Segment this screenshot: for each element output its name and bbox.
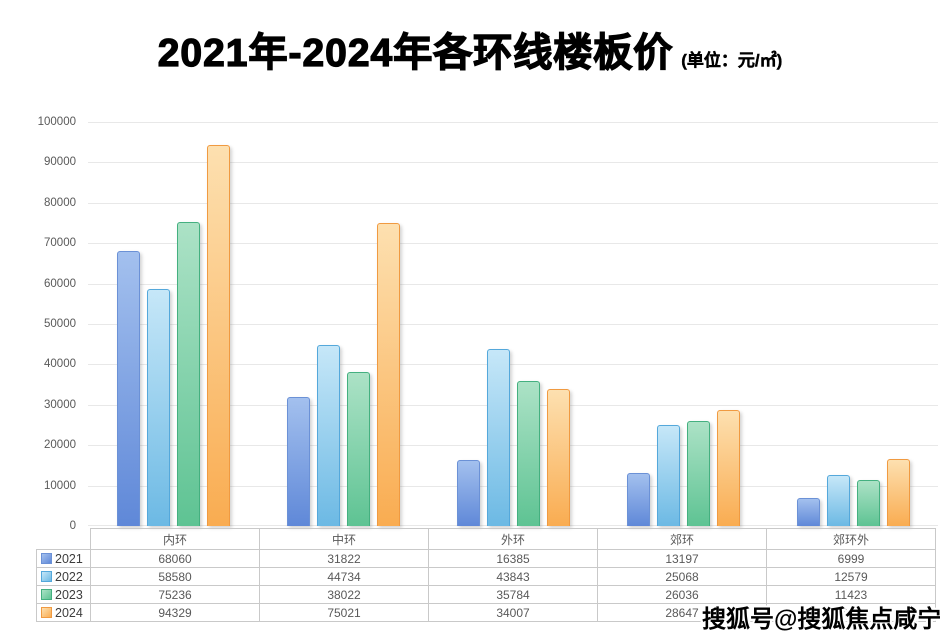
table-value-cell: 75021 bbox=[259, 603, 429, 622]
y-axis-tick-label: 100000 bbox=[37, 116, 76, 128]
table-value-cell: 94329 bbox=[90, 603, 260, 622]
legend-swatch-2021 bbox=[41, 552, 52, 564]
bar-2021-category-4 bbox=[797, 498, 820, 526]
bar-2024-category-2 bbox=[547, 389, 570, 526]
legend-cell-2024: 2024 bbox=[36, 603, 91, 622]
y-axis-tick-label: 0 bbox=[69, 520, 76, 532]
legend-year-label: 2021 bbox=[55, 551, 83, 566]
bar-2023-category-0 bbox=[177, 222, 200, 526]
gridline bbox=[88, 203, 938, 204]
table-row: 2021 68060 31822 16385 13197 6999 bbox=[36, 549, 936, 568]
legend-cell-2022: 2022 bbox=[36, 567, 91, 586]
y-axis-tick-label: 60000 bbox=[44, 278, 76, 290]
y-axis-tick-label: 40000 bbox=[44, 358, 76, 370]
legend-year-label: 2023 bbox=[55, 587, 83, 602]
y-axis: 0 10000 20000 30000 40000 50000 60000 70000 8000… bbox=[0, 116, 80, 532]
table-value-cell: 34007 bbox=[428, 603, 598, 622]
bar-2022-category-0 bbox=[147, 289, 170, 526]
table-value-cell: 26036 bbox=[597, 585, 767, 604]
gridline bbox=[88, 162, 938, 163]
table-value-cell: 43843 bbox=[428, 567, 598, 586]
y-axis-tick-label: 90000 bbox=[44, 156, 76, 168]
legend-year-label: 2024 bbox=[55, 605, 83, 620]
table-row: 2022 58580 44734 43843 25068 12579 bbox=[36, 567, 936, 586]
chart-title-row: 2021年-2024年各环线楼板价 (单位：元/㎡) bbox=[0, 22, 940, 78]
gridline bbox=[88, 324, 938, 325]
y-axis-tick-label: 70000 bbox=[44, 237, 76, 249]
table-value-cell: 16553 bbox=[766, 603, 936, 622]
page-title: 2021年-2024年各环线楼板价 bbox=[157, 31, 674, 75]
y-axis-tick-label: 10000 bbox=[44, 480, 76, 492]
table-header-cell: 中环 bbox=[259, 528, 429, 550]
gridline bbox=[88, 122, 938, 123]
table-value-cell: 35784 bbox=[428, 585, 598, 604]
bar-2022-category-4 bbox=[827, 475, 850, 526]
gridline bbox=[88, 364, 938, 365]
legend-year-label: 2022 bbox=[55, 569, 83, 584]
bar-2023-category-1 bbox=[347, 372, 370, 526]
gridline bbox=[88, 284, 938, 285]
bar-2023-category-2 bbox=[517, 381, 540, 526]
table-row: 2024 94329 75021 34007 28647 16553 bbox=[36, 603, 936, 622]
bar-2023-category-4 bbox=[857, 480, 880, 526]
page-title-unit: (单位：元/㎡) bbox=[681, 51, 783, 70]
table-value-cell: 68060 bbox=[90, 549, 260, 568]
bar-2024-category-1 bbox=[377, 223, 400, 526]
bar-2024-category-4 bbox=[887, 459, 910, 526]
table-value-cell: 38022 bbox=[259, 585, 429, 604]
table-corner-cell bbox=[36, 528, 91, 550]
legend-cell-2023: 2023 bbox=[36, 585, 91, 604]
table-value-cell: 6999 bbox=[766, 549, 936, 568]
legend-swatch-2022 bbox=[41, 570, 52, 582]
legend-swatch-2023 bbox=[41, 588, 52, 600]
table-value-cell: 75236 bbox=[90, 585, 260, 604]
table-value-cell: 25068 bbox=[597, 567, 767, 586]
bar-2021-category-1 bbox=[287, 397, 310, 526]
bar-2021-category-2 bbox=[457, 460, 480, 526]
gridline bbox=[88, 445, 938, 446]
gridline bbox=[88, 525, 938, 526]
table-value-cell: 16385 bbox=[428, 549, 598, 568]
y-axis-tick-label: 80000 bbox=[44, 197, 76, 209]
bar-2021-category-3 bbox=[627, 473, 650, 526]
bar-2024-category-3 bbox=[717, 410, 740, 526]
bar-2024-category-0 bbox=[207, 145, 230, 526]
gridline bbox=[88, 405, 938, 406]
legend-cell-2021: 2021 bbox=[36, 549, 91, 568]
table-header-cell: 外环 bbox=[428, 528, 598, 550]
table-value-cell: 31822 bbox=[259, 549, 429, 568]
table-value-cell: 58580 bbox=[90, 567, 260, 586]
y-axis-tick-label: 20000 bbox=[44, 439, 76, 451]
gridline bbox=[88, 243, 938, 244]
bar-2021-category-0 bbox=[117, 251, 140, 526]
data-table: 内环 中环 外环 郊环 郊环外 2021 68060 31822 16385 13197 6999 2… bbox=[36, 528, 936, 622]
bar-2022-category-1 bbox=[317, 345, 340, 526]
data-table-wrap: 内环 中环 外环 郊环 郊环外 2021 68060 31822 16385 13197 6999 2… bbox=[36, 528, 936, 622]
legend-swatch-2024 bbox=[41, 606, 52, 618]
bar-2022-category-3 bbox=[657, 425, 680, 526]
bar-2022-category-2 bbox=[487, 349, 510, 526]
table-header-cell: 郊环 bbox=[597, 528, 767, 550]
bar-2023-category-3 bbox=[687, 421, 710, 526]
y-axis-tick-label: 50000 bbox=[44, 318, 76, 330]
gridline bbox=[88, 486, 938, 487]
watermark: 搜狐号@搜狐焦点咸宁站 bbox=[702, 606, 940, 633]
table-header-cell: 内环 bbox=[90, 528, 260, 550]
table-value-cell: 13197 bbox=[597, 549, 767, 568]
table-value-cell: 12579 bbox=[766, 567, 936, 586]
table-header-cell: 郊环外 bbox=[766, 528, 936, 550]
y-axis-tick-label: 30000 bbox=[44, 399, 76, 411]
table-value-cell: 44734 bbox=[259, 567, 429, 586]
bar-chart-plot-area bbox=[88, 122, 938, 526]
